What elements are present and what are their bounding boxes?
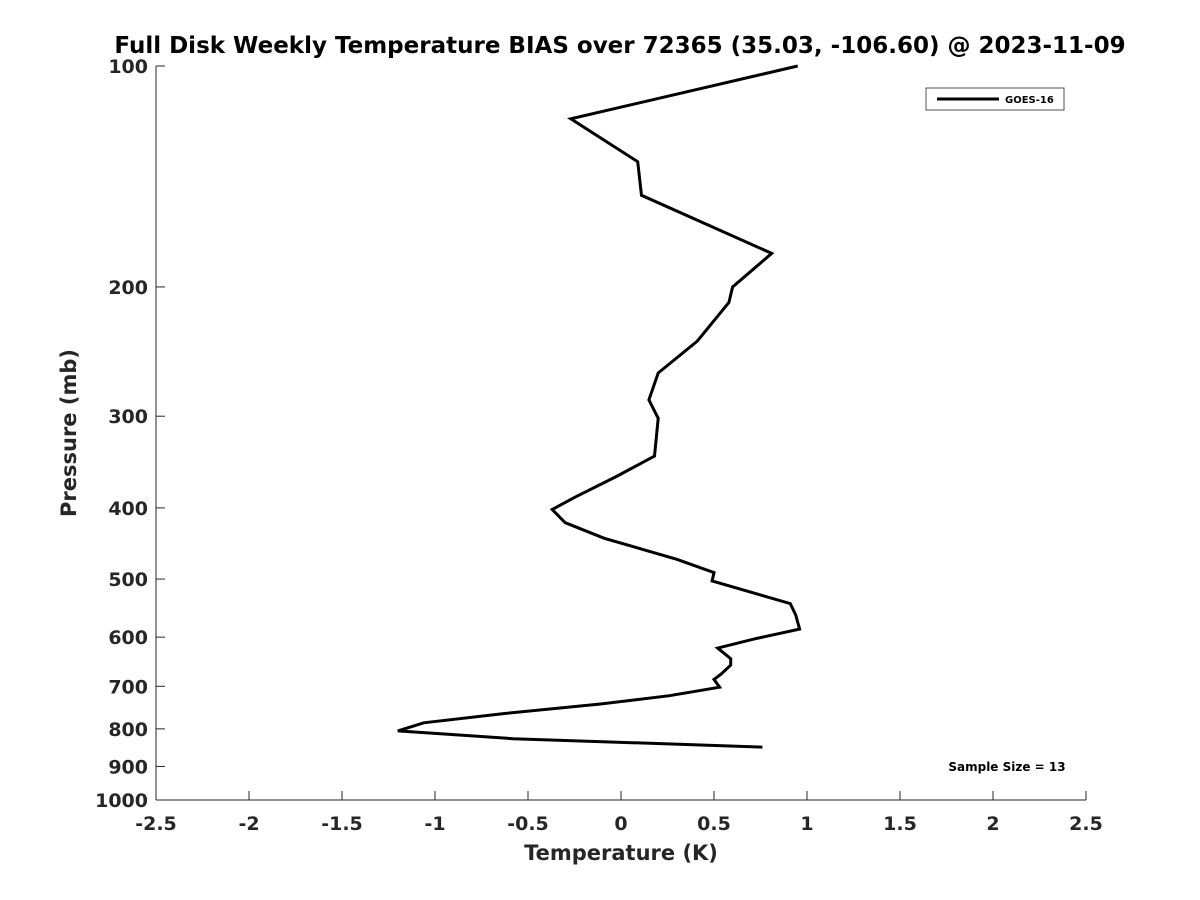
sample-size-annotation: Sample Size = 13 — [948, 760, 1065, 774]
legend-label-goes-16: GOES-16 — [1005, 95, 1054, 106]
y-tick-label: 500 — [108, 569, 148, 591]
y-tick-label: 200 — [108, 277, 148, 299]
y-tick-label: 100 — [108, 56, 148, 78]
plot-area — [156, 66, 1086, 800]
x-tick-label: 0.5 — [697, 813, 731, 835]
chart-title: Full Disk Weekly Temperature BIAS over 7… — [114, 33, 1125, 59]
x-tick-label: -1 — [424, 813, 445, 835]
x-axis-label: Temperature (K) — [524, 841, 718, 865]
x-tick-label: 2 — [986, 813, 999, 835]
x-tick-label: 2.5 — [1069, 813, 1103, 835]
legend: GOES-16 — [925, 87, 1065, 111]
chart-marks — [397, 64, 802, 749]
x-tick-label: -2 — [238, 813, 259, 835]
x-tick-label: 1.5 — [883, 813, 917, 835]
x-axis-ticks: -2.5 -2 -1.5 -1 -0.5 0 0.5 1 1.5 2 2.5 — [135, 791, 1103, 835]
y-tick-label: 800 — [108, 719, 148, 741]
y-tick-label: 700 — [108, 676, 148, 698]
x-tick-label: -2.5 — [135, 813, 177, 835]
x-tick-label: -0.5 — [507, 813, 549, 835]
y-tick-label: 1000 — [95, 790, 148, 812]
series-line-goes-16 — [397, 64, 802, 749]
y-tick-label: 900 — [108, 756, 148, 778]
y-tick-label: 300 — [108, 406, 148, 428]
y-axis-label: Pressure (mb) — [57, 349, 81, 517]
x-tick-label: -1.5 — [321, 813, 363, 835]
x-tick-label: 1 — [800, 813, 813, 835]
y-tick-label: 600 — [108, 627, 148, 649]
y-tick-label: 400 — [108, 498, 148, 520]
x-tick-label: 0 — [614, 813, 627, 835]
y-axis-ticks: 100 200 300 400 500 600 700 800 900 1000 — [95, 56, 165, 812]
